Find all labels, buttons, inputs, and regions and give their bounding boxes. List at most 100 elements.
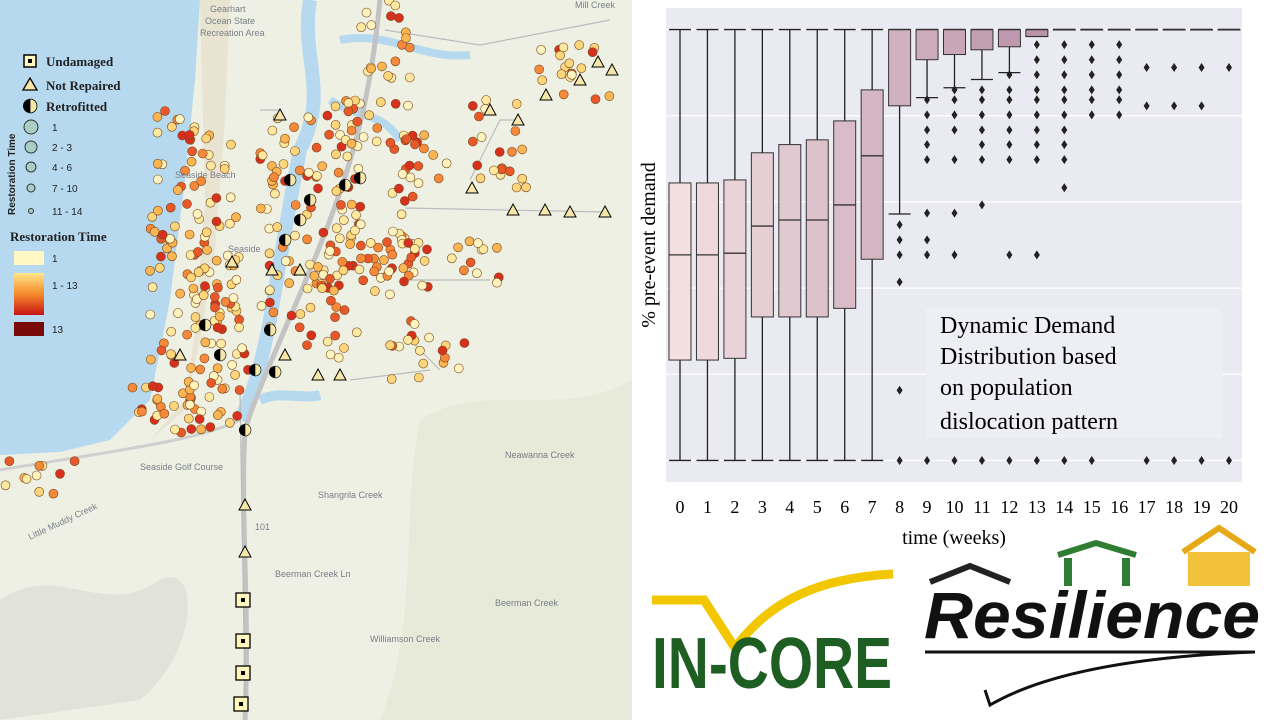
logo-roof bbox=[928, 562, 1012, 585]
outlier bbox=[1198, 101, 1205, 111]
map-node bbox=[467, 136, 478, 147]
map-node bbox=[587, 47, 598, 58]
map-node bbox=[202, 245, 212, 255]
outlier bbox=[978, 125, 985, 135]
outlier bbox=[1116, 110, 1123, 120]
map-node bbox=[186, 156, 197, 167]
map-node bbox=[4, 456, 15, 467]
map-node bbox=[390, 0, 401, 11]
legend-label: 11 - 14 bbox=[52, 207, 83, 218]
outlier bbox=[1088, 455, 1095, 465]
outlier bbox=[924, 155, 931, 165]
logo-text: IN-CORE bbox=[652, 624, 892, 704]
outlier bbox=[1033, 125, 1040, 135]
map-node bbox=[173, 185, 183, 195]
map-node bbox=[364, 110, 375, 120]
map-node bbox=[334, 233, 345, 244]
annotation-box bbox=[926, 308, 1222, 438]
outlier bbox=[1116, 55, 1123, 65]
map-node bbox=[256, 300, 267, 311]
legend-icon bbox=[28, 208, 34, 214]
map-node bbox=[225, 417, 235, 428]
map-node bbox=[385, 137, 396, 148]
map-undamaged bbox=[241, 639, 245, 643]
map-node bbox=[424, 332, 434, 343]
outlier bbox=[1061, 40, 1068, 50]
map-node bbox=[192, 209, 203, 219]
map-node bbox=[55, 468, 65, 479]
map-node bbox=[355, 201, 366, 212]
map-node bbox=[317, 161, 328, 171]
map-node bbox=[343, 106, 354, 117]
map-node bbox=[193, 267, 204, 277]
map-not-repaired bbox=[563, 204, 577, 218]
map-retrofitted bbox=[219, 348, 227, 362]
map-node bbox=[205, 422, 216, 432]
river bbox=[257, 390, 322, 405]
outlier bbox=[1116, 95, 1123, 105]
x-axis-label: time (weeks) bbox=[902, 527, 1006, 549]
outlier bbox=[1116, 40, 1123, 50]
outlier bbox=[951, 455, 958, 465]
outlier bbox=[924, 455, 931, 465]
map-node bbox=[365, 238, 376, 248]
map-node bbox=[350, 225, 360, 236]
outlier bbox=[951, 110, 958, 120]
map-node bbox=[413, 178, 424, 188]
map-node bbox=[200, 337, 211, 348]
map-node bbox=[152, 127, 163, 138]
map-node bbox=[407, 191, 418, 202]
map-node bbox=[190, 312, 201, 322]
legend-title: Restoration Time bbox=[7, 133, 18, 215]
map-node bbox=[189, 181, 200, 191]
map-node bbox=[153, 205, 163, 216]
outlier bbox=[951, 208, 958, 218]
map-node bbox=[351, 210, 361, 220]
outlier bbox=[1061, 85, 1068, 95]
map-node bbox=[189, 380, 199, 391]
map-node bbox=[372, 123, 383, 133]
map-node bbox=[355, 219, 366, 230]
chart: Dynamic Demand Distribution based on pop… bbox=[638, 8, 1242, 549]
map-retrofitted bbox=[309, 193, 317, 207]
map-node bbox=[351, 327, 362, 338]
legend-swatch bbox=[14, 251, 44, 265]
hills bbox=[380, 380, 632, 720]
x-tick-label: 5 bbox=[813, 497, 822, 517]
map-node bbox=[175, 114, 185, 124]
map-node bbox=[305, 302, 316, 313]
map-node bbox=[325, 349, 336, 360]
map-node bbox=[428, 150, 439, 160]
map-node bbox=[231, 212, 241, 222]
map-retrofitted bbox=[244, 423, 252, 437]
map-node bbox=[590, 94, 601, 104]
map-node bbox=[219, 164, 230, 174]
map-node bbox=[226, 139, 236, 150]
map-node bbox=[225, 192, 236, 203]
map-node bbox=[331, 223, 342, 233]
map-node bbox=[375, 97, 386, 107]
map-node bbox=[149, 227, 160, 237]
map-node bbox=[194, 414, 205, 424]
map-node bbox=[324, 129, 334, 140]
map-node bbox=[504, 166, 515, 177]
legend-swatch bbox=[14, 273, 44, 315]
map-dots bbox=[0, 0, 619, 712]
legend-label: 13 bbox=[52, 325, 64, 336]
beach bbox=[110, 0, 230, 452]
map-not-repaired bbox=[265, 262, 279, 276]
map-node bbox=[325, 246, 335, 256]
box bbox=[778, 144, 802, 318]
map-node bbox=[237, 343, 247, 354]
outlier bbox=[896, 220, 903, 230]
map-node bbox=[289, 122, 299, 132]
map-node bbox=[137, 406, 147, 417]
map-node bbox=[331, 149, 341, 160]
map-node bbox=[0, 480, 11, 491]
map-node bbox=[339, 343, 349, 353]
map-node bbox=[604, 91, 615, 101]
map-node bbox=[264, 223, 275, 234]
map-node bbox=[322, 336, 333, 347]
map-node bbox=[152, 394, 163, 404]
map-undamaged bbox=[241, 598, 245, 602]
